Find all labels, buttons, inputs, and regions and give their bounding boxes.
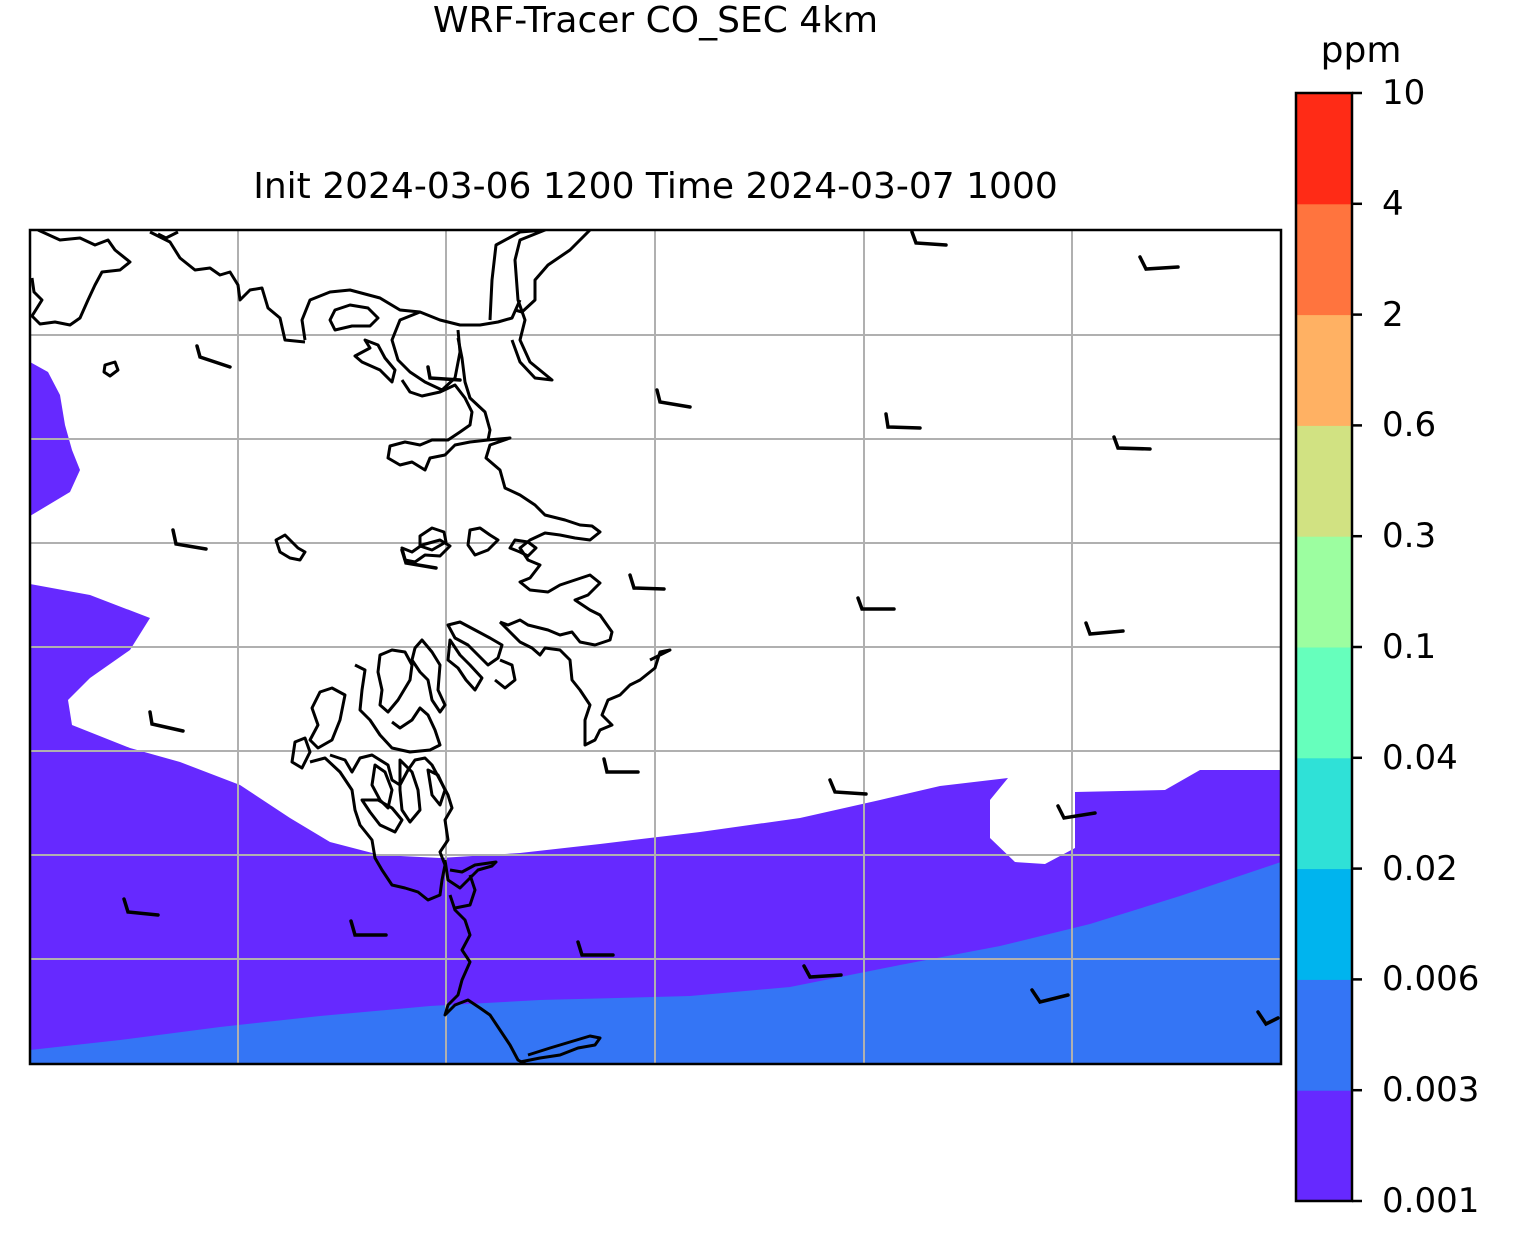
colorbar-band: [1296, 425, 1352, 537]
wind-barb: [1056, 804, 1097, 820]
wind-barb: [910, 230, 948, 247]
colorbar-tick-label: 0.6: [1382, 405, 1437, 446]
colorbar-tick-label: 0.001: [1382, 1181, 1480, 1221]
wind-barb: [1084, 621, 1125, 636]
colorbar-tick-label: 0.04: [1382, 737, 1458, 778]
wind-barb: [1112, 435, 1152, 451]
wind-barb: [884, 412, 922, 430]
wind-barb: [856, 596, 896, 611]
colorbar-unit-label: ppm: [1320, 30, 1402, 71]
tracer-band-0003-0006: [30, 862, 1281, 1064]
colorbar-tick-marks: [1352, 91, 1362, 1203]
wind-barb: [195, 344, 232, 369]
colorbar-band: [1296, 757, 1352, 870]
wind-barb: [122, 897, 160, 917]
coastlines: [30, 230, 672, 1064]
colorbar-band: [1296, 93, 1352, 205]
wind-barb: [426, 365, 462, 382]
wind-barb: [628, 573, 666, 591]
wind-barb: [602, 757, 640, 774]
gridlines: [30, 230, 1281, 1064]
wind-barb: [1256, 1010, 1280, 1027]
colorbar-tick-label: 4: [1382, 183, 1404, 224]
colorbar-tick-label: 2: [1382, 294, 1404, 335]
map-panel: [30, 230, 1281, 1064]
colorbar-band: [1296, 1090, 1352, 1202]
colorbar: [1296, 93, 1352, 1202]
colorbar-band: [1296, 868, 1352, 980]
map-title-line-2: Init 2024-03-06 1200 Time 2024-03-07 100…: [253, 166, 1058, 207]
colorbar-tick-label: 10: [1382, 73, 1426, 113]
colorbar-band: [1296, 203, 1352, 316]
wind-barb: [1138, 255, 1180, 271]
colorbar-tick-label: 0.003: [1382, 1070, 1480, 1111]
colorbar-band: [1296, 536, 1352, 648]
wind-barb: [148, 710, 185, 733]
map-frame: [28, 228, 1283, 1066]
colorbar-tick-label: 0.1: [1382, 627, 1437, 667]
wind-barb: [802, 964, 843, 979]
wind-barb: [349, 919, 388, 937]
wind-barb: [1030, 988, 1070, 1004]
colorbar-tick-label: 0.02: [1382, 848, 1458, 889]
map-title-line-1: WRF-Tracer CO_SEC 4km: [432, 0, 879, 41]
colorbar-tick-label: 0.3: [1382, 516, 1437, 557]
tracer-band-0001-0003: [30, 584, 1281, 1064]
wind-barb: [400, 548, 438, 570]
wind-barb: [655, 388, 692, 409]
wind-barb: [171, 528, 208, 551]
colorbar-band: [1296, 647, 1352, 759]
colorbar-band: [1296, 314, 1352, 426]
colorbar-tick-label: 0.006: [1382, 959, 1480, 1000]
wind-barb: [576, 940, 615, 957]
wind-barbs: [122, 230, 1280, 1027]
wind-barb: [828, 778, 868, 796]
colorbar-band: [1296, 979, 1352, 1091]
